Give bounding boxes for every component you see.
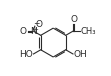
Text: +: + (32, 27, 38, 33)
Text: −: − (34, 19, 40, 28)
Text: HO: HO (19, 50, 33, 59)
Text: O: O (70, 15, 77, 24)
Text: O: O (35, 20, 42, 29)
Text: CH₃: CH₃ (80, 27, 96, 36)
Text: OH: OH (73, 50, 87, 59)
Text: O: O (20, 27, 27, 36)
Text: N: N (30, 27, 37, 36)
